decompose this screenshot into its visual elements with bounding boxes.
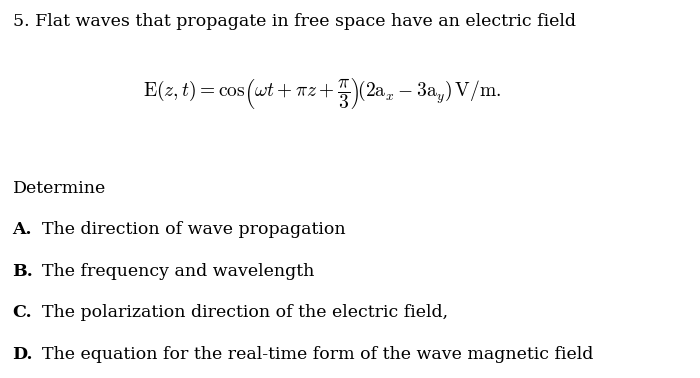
Text: D.: D.	[13, 346, 33, 363]
Text: C.: C.	[13, 304, 32, 321]
Text: 5. Flat waves that propagate in free space have an electric field: 5. Flat waves that propagate in free spa…	[13, 13, 575, 30]
Text: B.: B.	[13, 263, 34, 280]
Text: The equation for the real-time form of the wave magnetic field: The equation for the real-time form of t…	[42, 346, 594, 363]
Text: Determine: Determine	[13, 180, 106, 197]
Text: The frequency and wavelength: The frequency and wavelength	[42, 263, 314, 280]
Text: A.: A.	[13, 221, 32, 238]
Text: $\mathrm{E}(z, t) = \cos\!\left(\omega t + \pi z + \dfrac{\pi}{3}\right)\!(2\mat: $\mathrm{E}(z, t) = \cos\!\left(\omega t…	[143, 76, 501, 111]
Text: The polarization direction of the electric field,: The polarization direction of the electr…	[42, 304, 448, 321]
Text: The direction of wave propagation: The direction of wave propagation	[42, 221, 346, 238]
